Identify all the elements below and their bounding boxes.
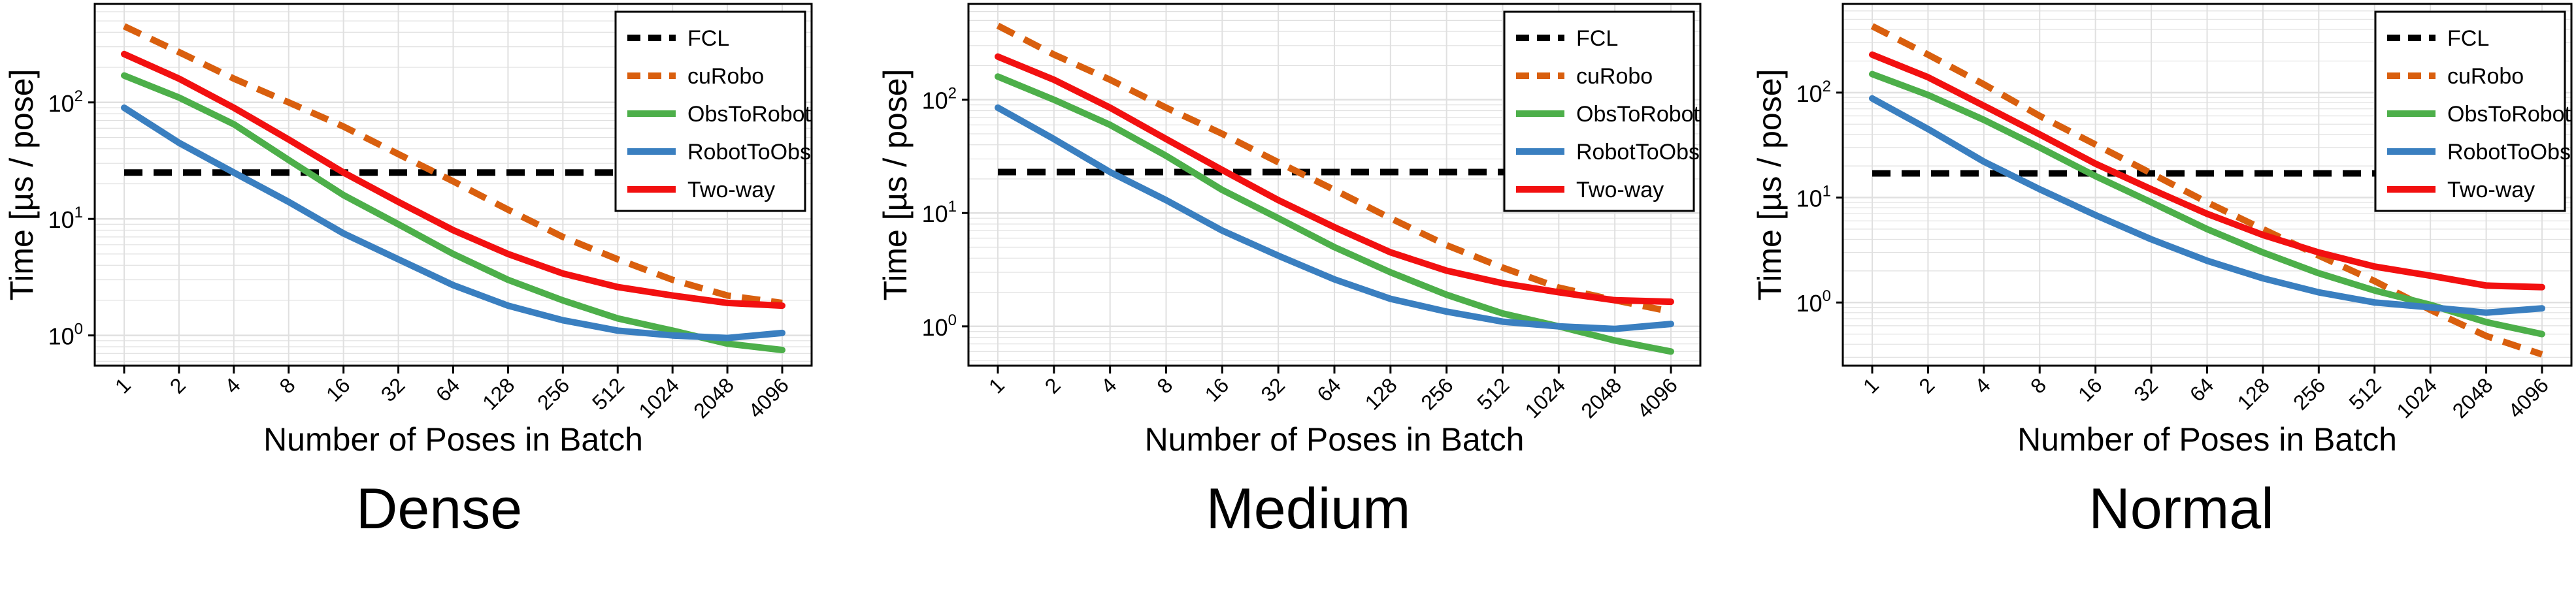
x-tick-label: 64 [1312,373,1346,406]
x-tick-label: 1024 [2392,373,2441,422]
x-tick-label: 128 [1361,373,1402,414]
x-tick-label: 4096 [744,373,793,422]
y-axis-label: Time [µs / pose] [1751,69,1788,301]
x-tick-label: 16 [322,373,355,406]
x-tick-label: 256 [2288,373,2330,414]
x-tick-label: 4 [1097,373,1121,398]
x-tick-label: 4096 [2503,373,2553,422]
x-tick-label: 4 [1970,373,1995,398]
x-tick-label: 4 [220,373,245,398]
x-tick-label: 512 [2344,373,2385,414]
y-tick-label: 100 [48,321,83,350]
legend-label-curobo: cuRobo [687,64,764,89]
caption-medium: Medium [1206,476,1411,541]
y-tick-label: 100 [1796,287,1831,317]
y-axis-label: Time [µs / pose] [877,69,914,301]
x-tick-label: 16 [1200,373,1234,406]
series-line-robottoobs [995,104,1674,332]
series-line-two-way [995,53,1674,306]
x-tick-label: 1024 [634,373,684,422]
x-tick-label: 2048 [2448,373,2498,422]
legend-label-two-way: Two-way [1576,178,1664,202]
legend-label-two-way: Two-way [2447,178,2535,202]
series-line-robottoobs [121,104,785,342]
series-line-two-way [121,50,785,310]
x-tick-label: 512 [1472,373,1513,414]
chart-panel-normal: FCL cuRobo ObsToRobot RobotToObs Two-way 100 1… [1751,3,2573,458]
x-tick-label: 1024 [1520,373,1570,422]
caption-normal: Normal [2089,476,2274,541]
x-tick-label: 32 [376,373,410,406]
legend-label-fcl: FCL [687,26,729,51]
x-tick-label: 2 [165,373,190,398]
y-tick-label: 102 [48,88,83,117]
chart-panel-medium: FCL cuRobo ObsToRobot RobotToObs Two-way 100 1… [877,3,1702,458]
x-tick-label: 128 [2233,373,2274,414]
x-tick-label: 512 [587,373,629,414]
x-tick-label: 1 [1858,373,1883,398]
legend-label-obstorobot: ObsToRobot [2447,102,2571,127]
x-tick-label: 64 [431,373,465,406]
x-tick-label: 8 [1152,373,1177,398]
series-line-curobo [122,23,783,306]
series-line-curobo [996,22,1672,315]
x-tick-label: 256 [1416,373,1457,414]
x-tick-label: 256 [533,373,574,414]
legend-label-robottoobs: RobotToObs [2447,140,2571,165]
x-axis-label: Number of Poses in Batch [1145,421,1525,458]
legend: FCL cuRobo ObsToRobot RobotToObs Two-way [1503,10,1700,212]
series-line-obstorobot [121,72,785,353]
series-line-robottoobs [1869,95,2545,316]
x-tick-label: 2048 [689,373,738,422]
y-tick-label: 102 [1796,78,1831,107]
x-tick-label: 8 [2026,373,2051,398]
x-tick-label: 1 [984,373,1009,398]
legend-label-two-way: Two-way [687,178,775,202]
caption-dense: Dense [355,476,523,541]
x-axis-label: Number of Poses in Batch [263,421,643,458]
x-tick-label: 32 [2129,373,2162,406]
x-tick-label: 2048 [1576,373,1626,422]
x-tick-label: 128 [478,373,519,414]
legend-label-curobo: cuRobo [2447,64,2524,89]
x-tick-label: 4096 [1632,373,1682,422]
x-tick-label: 32 [1256,373,1289,406]
x-tick-label: 64 [2185,373,2219,406]
legend-label-robottoobs: RobotToObs [1576,140,1700,165]
y-tick-label: 101 [48,204,83,233]
legend-label-fcl: FCL [2447,26,2489,51]
legend-label-obstorobot: ObsToRobot [1576,102,1700,127]
series-line-two-way [1869,51,2545,291]
x-tick-label: 2 [1914,373,1939,398]
x-tick-label: 8 [275,373,300,398]
x-tick-label: 16 [2073,373,2107,406]
y-tick-label: 101 [922,198,957,227]
legend-label-robottoobs: RobotToObs [687,140,811,165]
legend: FCL cuRobo ObsToRobot RobotToObs Two-way [2374,10,2571,212]
legend: FCL cuRobo ObsToRobot RobotToObs Two-way [614,10,812,212]
y-tick-label: 102 [922,85,957,114]
legend-label-fcl: FCL [1576,26,1618,51]
y-tick-label: 101 [1796,183,1831,212]
legend-label-obstorobot: ObsToRobot [687,102,812,127]
y-tick-label: 100 [922,311,957,341]
y-axis-label: Time [µs / pose] [3,69,40,301]
x-tick-label: 1 [110,373,135,398]
chart-panel-dense: FCL cuRobo ObsToRobot RobotToObs Two-way 100 1… [3,3,813,458]
legend-label-curobo: cuRobo [1576,64,1653,89]
x-tick-label: 2 [1040,373,1065,398]
x-axis-label: Number of Poses in Batch [2017,421,2397,458]
